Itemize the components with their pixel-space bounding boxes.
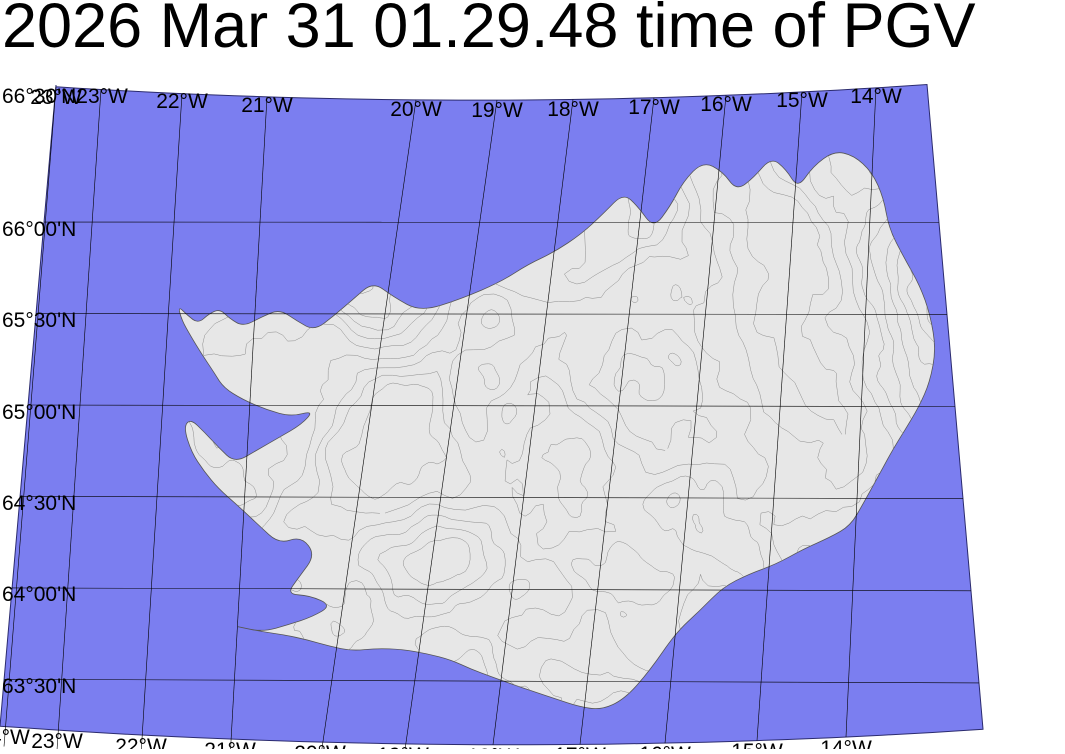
svg-text:66°30'N23°W: 66°30'N23°W (2, 85, 128, 108)
svg-text:14°W: 14°W (850, 85, 902, 108)
svg-text:16°W: 16°W (639, 743, 691, 749)
svg-text:21°W: 21°W (204, 739, 256, 749)
svg-text:16°W: 16°W (700, 93, 752, 116)
svg-text:63°30'N: 63°30'N (2, 675, 76, 698)
svg-text:22°W: 22°W (156, 90, 208, 113)
svg-text:21°W: 21°W (241, 94, 293, 117)
svg-text:15°W: 15°W (776, 89, 828, 112)
svg-text:22°W: 22°W (115, 735, 167, 749)
svg-text:14°W: 14°W (820, 737, 872, 749)
svg-text:18°W: 18°W (547, 98, 599, 121)
svg-text:65°30'N: 65°30'N (2, 309, 76, 332)
svg-text:65°00'N: 65°00'N (2, 401, 76, 424)
svg-text:19°W: 19°W (377, 744, 429, 749)
svg-text:17°W: 17°W (628, 96, 680, 119)
svg-text:24°W: 24°W (0, 726, 30, 749)
svg-text:20°W: 20°W (294, 742, 346, 749)
svg-text:17°W: 17°W (554, 744, 606, 749)
svg-text:23°W: 23°W (31, 730, 83, 749)
svg-text:20°W: 20°W (390, 98, 442, 121)
svg-text:18°W: 18°W (467, 745, 519, 749)
svg-text:15°W: 15°W (731, 740, 783, 749)
svg-text:64°00'N: 64°00'N (2, 583, 76, 606)
svg-text:64°30'N: 64°30'N (2, 492, 76, 515)
svg-text:19°W: 19°W (471, 99, 523, 122)
svg-text:66°00'N: 66°00'N (2, 218, 76, 241)
